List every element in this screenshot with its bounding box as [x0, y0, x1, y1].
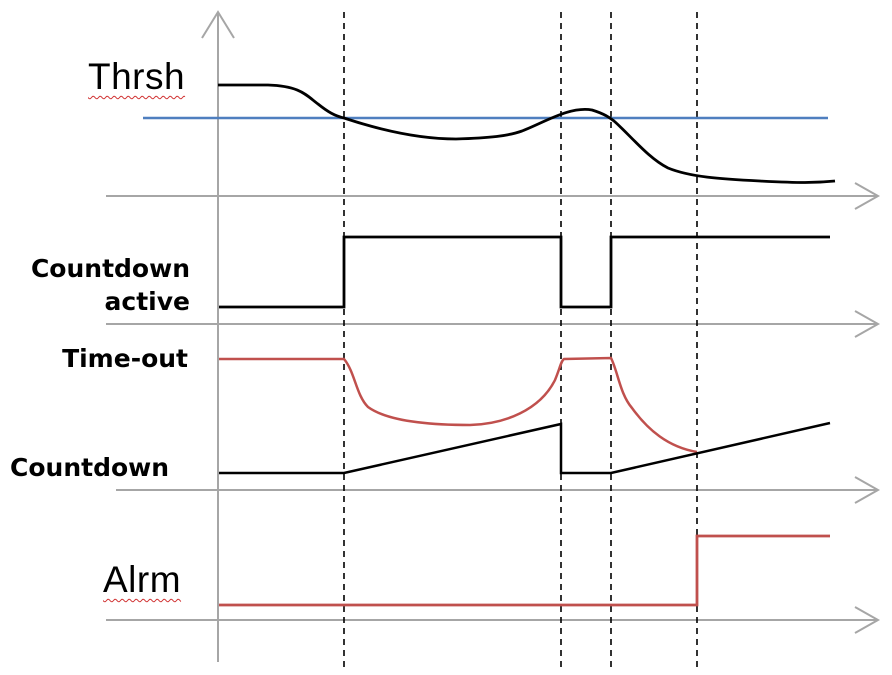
vertical-axis	[201, 10, 235, 662]
event-markers	[343, 12, 698, 668]
countdown-active-label-line2: active	[104, 287, 190, 316]
threshold-label-text: Thrsh	[88, 56, 186, 97]
countdown-active-label: Countdown active	[10, 252, 190, 318]
alarm-signal	[219, 534, 830, 607]
countdown-active-axis	[106, 310, 881, 338]
countdown-active-signal	[219, 235, 830, 309]
alarm-label: Alrm	[103, 561, 181, 598]
countdown-signal	[219, 421, 831, 475]
alarm-axis	[106, 606, 881, 634]
countdown-axis	[116, 476, 881, 504]
countdown-label-text: Countdown	[10, 453, 170, 482]
signal-axis	[106, 182, 881, 210]
signal-curve	[218, 83, 836, 184]
countdown-label: Countdown	[10, 455, 188, 480]
timeout-curve	[219, 356, 698, 454]
timeout-label: Time-out	[10, 346, 188, 371]
alarm-label-text: Alrm	[103, 559, 182, 600]
timeout-label-text: Time-out	[62, 344, 188, 373]
threshold-label: Thrsh	[88, 58, 185, 95]
countdown-active-label-line1: Countdown	[30, 254, 190, 283]
